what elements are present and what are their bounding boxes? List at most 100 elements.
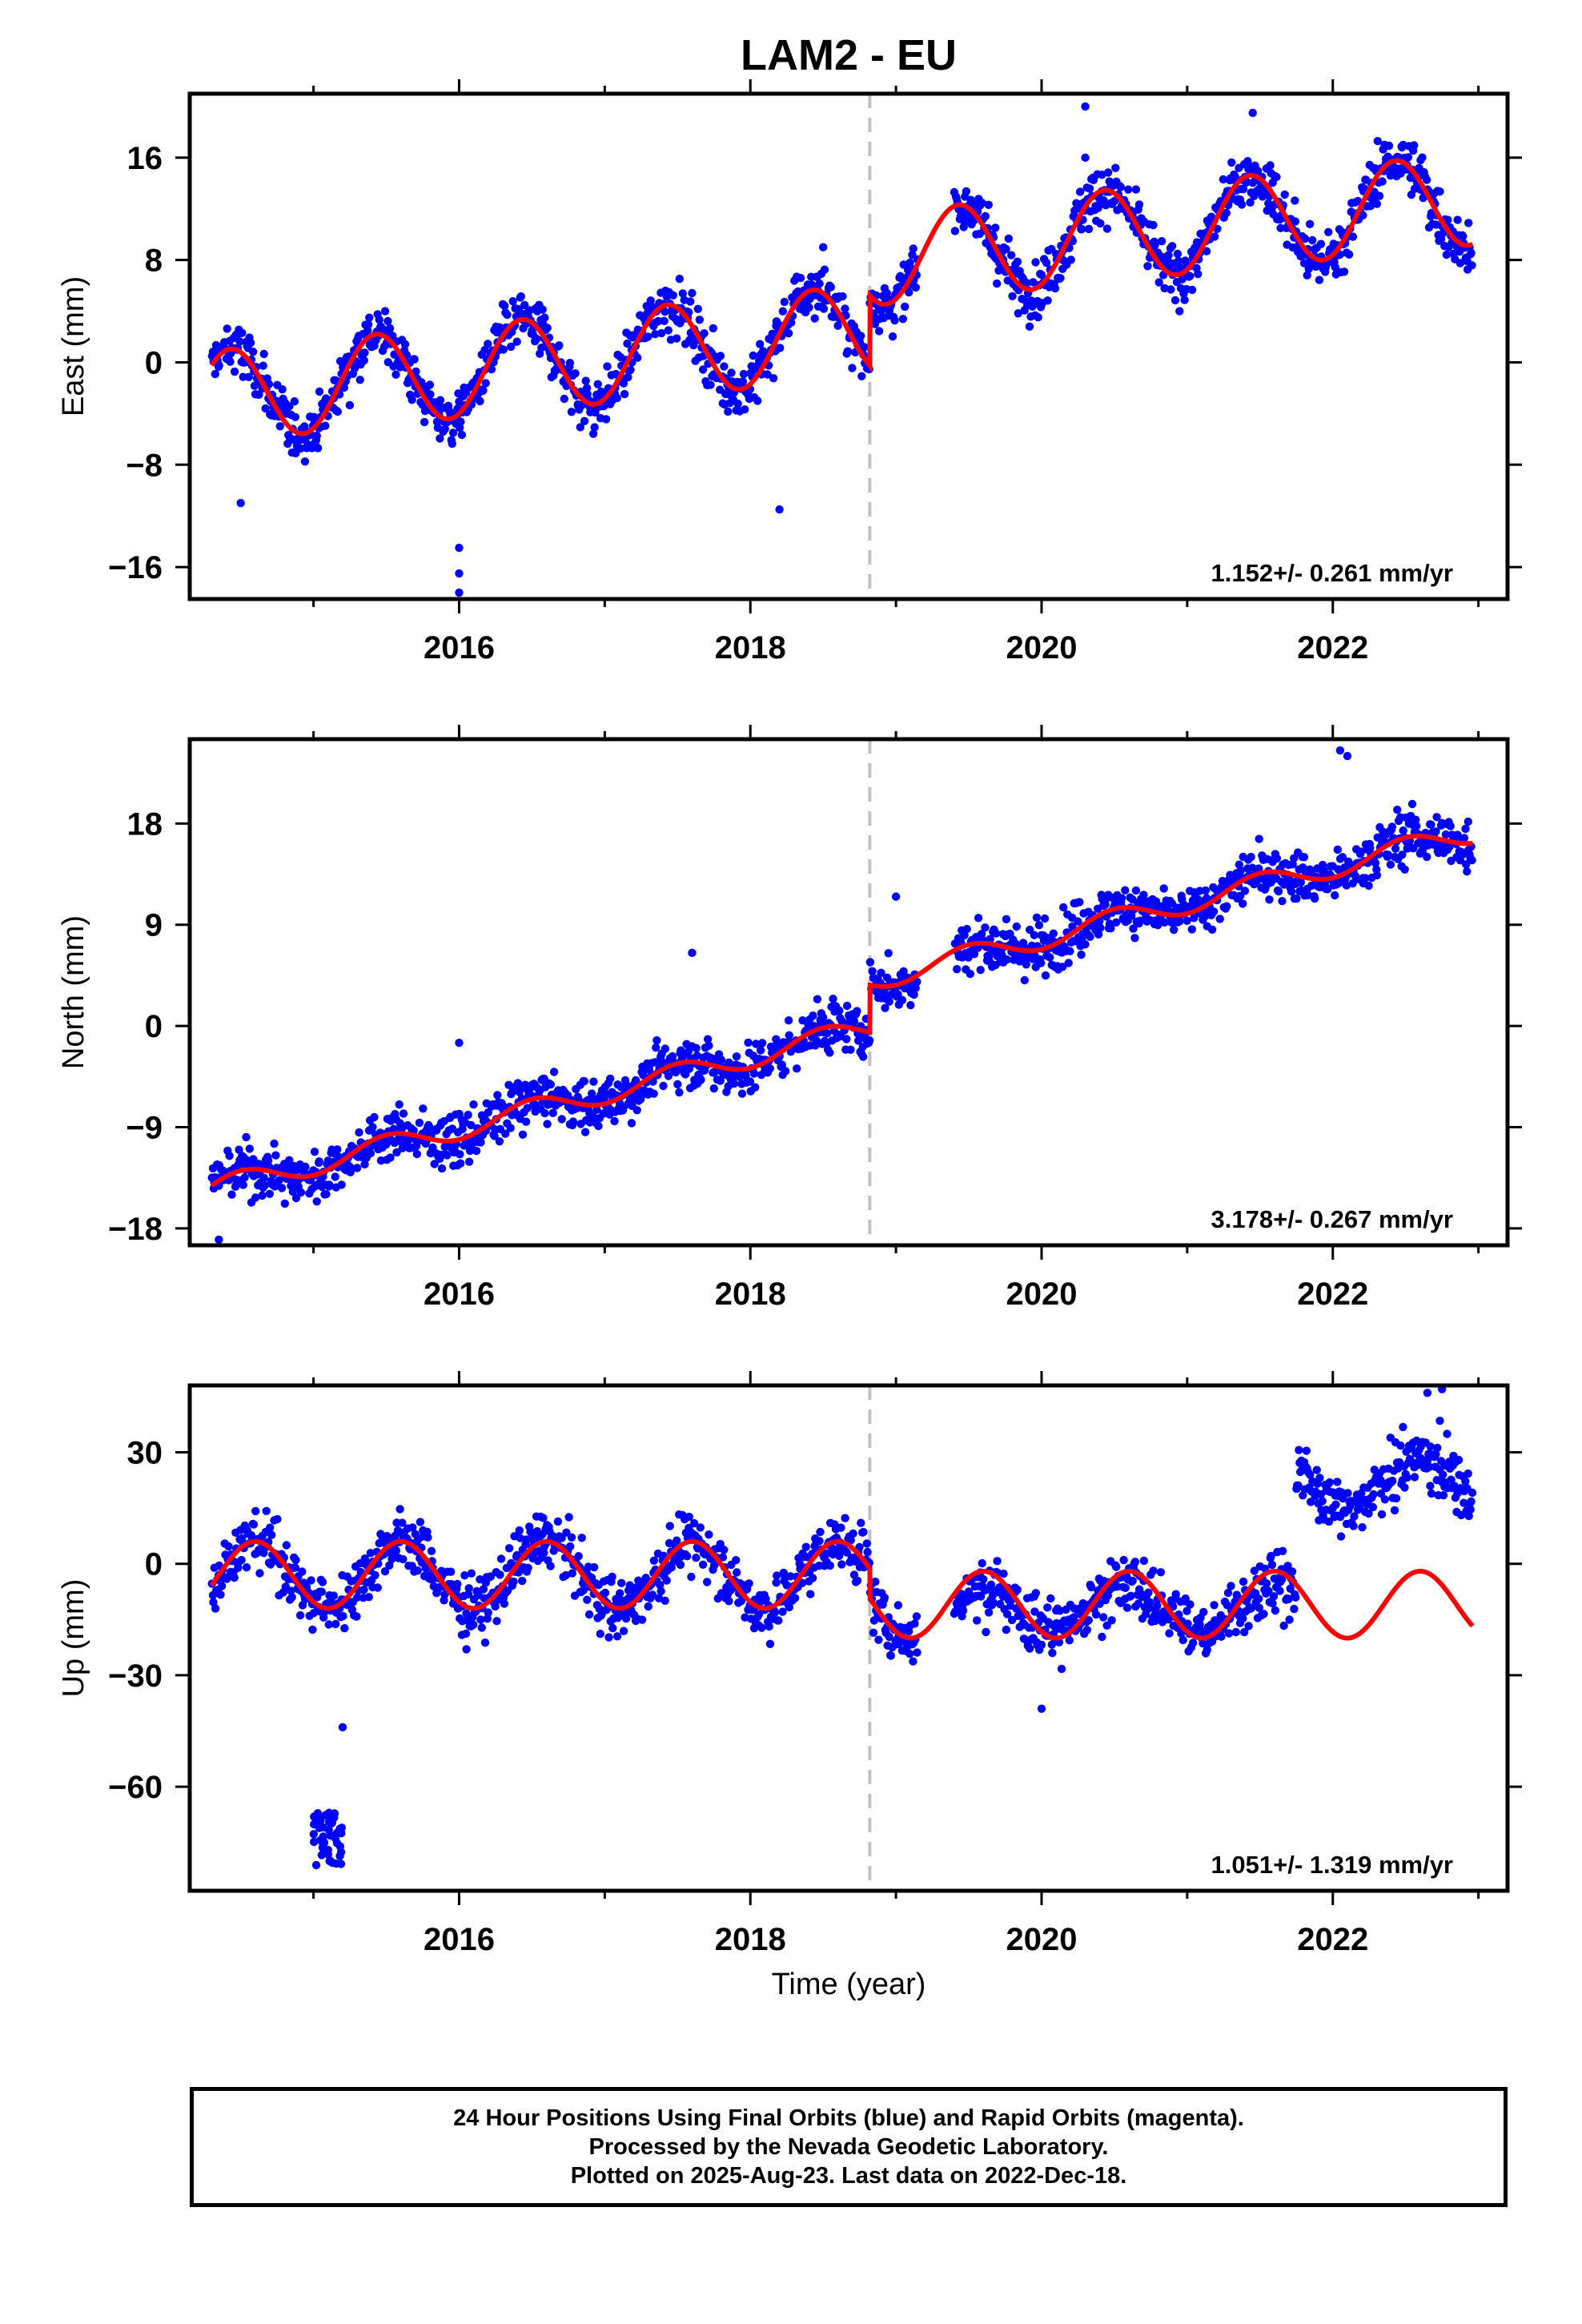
data-point	[420, 417, 429, 427]
outlier-point	[1081, 102, 1090, 111]
data-point	[664, 1072, 673, 1080]
data-point	[258, 1191, 267, 1200]
data-point	[331, 1834, 340, 1843]
data-point	[1272, 172, 1281, 182]
data-point	[905, 1649, 914, 1659]
data-point	[627, 1119, 636, 1128]
data-point	[1117, 894, 1126, 903]
data-point	[1463, 867, 1472, 876]
data-point	[1467, 248, 1476, 258]
data-point	[330, 1809, 339, 1818]
data-point	[909, 1657, 917, 1666]
panel-3: 2016 2018 2020 2022 −60 −30 0 30 Up (mm) 1.051+/-…	[57, 1371, 1522, 1957]
data-point	[905, 258, 914, 267]
data-point	[675, 1088, 684, 1097]
data-point	[1040, 914, 1050, 923]
data-point	[1106, 924, 1115, 933]
data-point	[1186, 271, 1195, 280]
data-point	[1433, 1443, 1442, 1453]
data-point	[1202, 247, 1211, 255]
data-point	[1068, 922, 1077, 931]
data-point	[1318, 1497, 1327, 1506]
data-point	[543, 1120, 552, 1128]
data-point	[661, 1044, 669, 1053]
outlier-point	[1343, 751, 1352, 761]
data-point	[644, 332, 652, 341]
outlier-point	[462, 1645, 471, 1654]
data-point	[371, 1570, 379, 1580]
data-point	[456, 417, 465, 426]
data-point	[359, 1585, 368, 1594]
data-point	[1373, 137, 1383, 146]
data-point	[277, 1184, 287, 1192]
data-point	[685, 1512, 693, 1522]
data-point	[1231, 1627, 1241, 1637]
data-point	[720, 1546, 729, 1554]
data-point	[1002, 915, 1011, 924]
y-axis-label: East (mm)	[57, 276, 90, 416]
data-point	[1002, 955, 1011, 964]
data-point	[235, 1145, 243, 1154]
data-point	[331, 1172, 339, 1181]
data-point	[1139, 1556, 1149, 1566]
data-point	[353, 1593, 362, 1602]
data-point	[774, 1616, 783, 1625]
y-tick-label: −60	[108, 1770, 163, 1805]
data-point	[532, 334, 541, 344]
plot-frame	[187, 737, 1510, 1248]
data-point	[703, 1035, 713, 1043]
data-point	[984, 200, 994, 209]
data-point	[1468, 856, 1476, 865]
data-point	[1255, 834, 1263, 843]
y-tick-label: 16	[127, 141, 163, 176]
data-point	[603, 362, 612, 371]
data-point	[521, 1117, 531, 1126]
data-point	[385, 324, 395, 333]
data-point	[786, 1572, 795, 1581]
data-point	[383, 316, 392, 326]
data-point	[1150, 240, 1159, 250]
data-point	[1112, 1562, 1121, 1571]
data-point	[1274, 887, 1283, 896]
data-point	[1034, 921, 1044, 930]
data-point	[739, 369, 749, 379]
data-point	[1386, 860, 1395, 869]
data-point	[654, 316, 663, 326]
data-point	[1303, 891, 1313, 900]
outlier-point	[688, 948, 697, 958]
data-point	[1207, 925, 1217, 935]
data-point	[673, 1080, 682, 1089]
data-point	[778, 1607, 787, 1616]
data-point	[1237, 200, 1247, 209]
data-point	[588, 1112, 597, 1121]
data-point	[1400, 865, 1409, 875]
data-point	[994, 266, 1003, 275]
data-point	[752, 1039, 761, 1048]
data-point	[1173, 249, 1182, 259]
data-point	[1262, 1579, 1271, 1588]
data-point	[1311, 894, 1319, 903]
data-point	[321, 1811, 330, 1819]
data-point	[689, 340, 698, 350]
data-point	[703, 1578, 712, 1586]
data-point	[849, 1529, 857, 1538]
data-point	[1316, 239, 1326, 248]
data-point	[1030, 1607, 1039, 1616]
data-point	[796, 273, 805, 283]
data-point	[484, 1608, 492, 1617]
data-point	[507, 342, 516, 352]
data-point	[709, 1084, 718, 1093]
data-point	[1014, 309, 1023, 318]
data-point	[1336, 1532, 1346, 1541]
data-point	[1377, 1510, 1387, 1519]
data-point	[886, 1651, 896, 1660]
data-point	[733, 1568, 741, 1577]
data-point	[1201, 886, 1211, 895]
data-point	[1427, 1489, 1436, 1498]
data-point	[981, 923, 990, 932]
data-point	[738, 377, 748, 386]
data-point	[616, 1589, 624, 1598]
x-tick-label: 2016	[424, 1922, 495, 1957]
data-point	[1103, 168, 1113, 177]
data-point	[662, 1576, 671, 1585]
